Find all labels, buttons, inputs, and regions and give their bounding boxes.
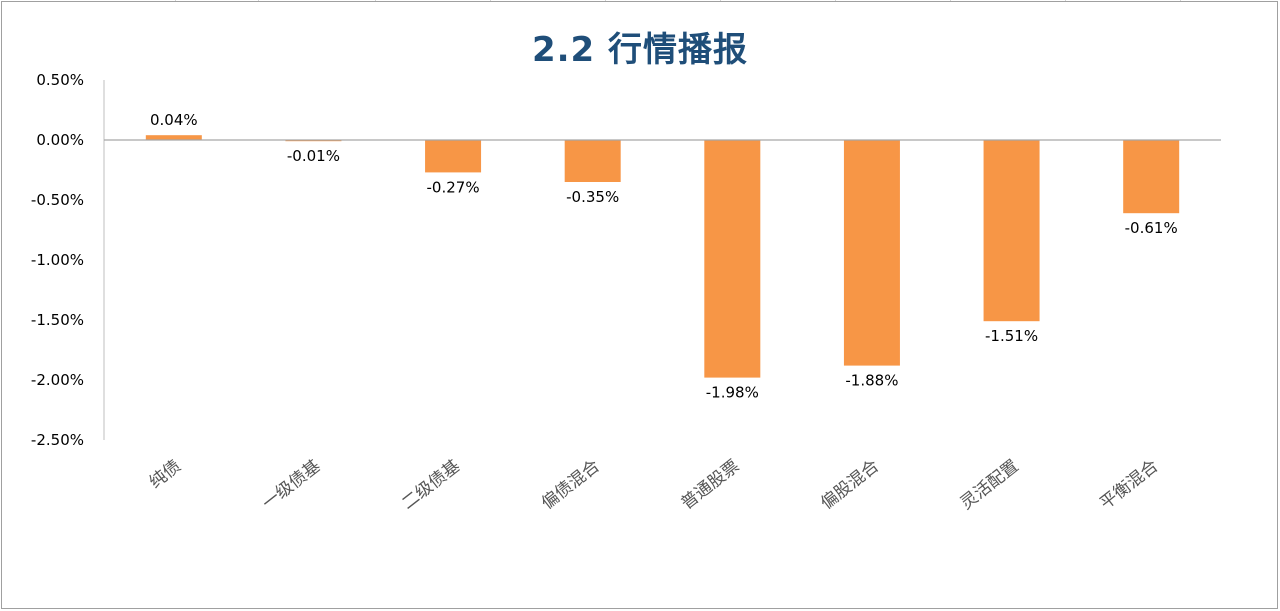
bar [843,140,900,366]
category-label: 二级债基 [398,456,464,514]
bar [564,140,621,182]
category-label: 普通股票 [677,456,743,514]
category-label: 一级债基 [259,456,325,514]
bar [425,140,482,173]
y-tick-label: -2.00% [31,371,84,389]
y-tick-label: 0.50% [36,71,84,89]
data-label: -1.51% [985,327,1038,345]
bars [145,135,1180,378]
data-label: -0.27% [427,178,480,196]
y-tick-label: -0.50% [31,191,84,209]
data-label: -0.61% [1125,219,1178,237]
data-label: -1.98% [706,384,759,402]
category-label: 灵活配置 [957,456,1023,514]
bar [285,140,342,142]
bar [983,140,1040,322]
y-tick-label: -1.50% [31,311,84,329]
data-label: 0.04% [150,111,198,129]
y-tick-label: 0.00% [36,131,84,149]
bar [145,135,202,140]
data-label: -1.88% [845,372,898,390]
category-label: 纯债 [146,456,185,493]
y-tick-label: -1.00% [31,251,84,269]
chart-title: 2.2 行情播报 [531,30,749,70]
bar [1123,140,1180,214]
category-label: 平衡混合 [1096,456,1162,514]
category-labels: 纯债 一级债基 二级债基 偏债混合 普通股票 偏股混合 灵活配置 平衡混合 [146,456,1162,514]
data-label: -0.01% [287,147,340,165]
y-tick-label: -2.50% [31,431,84,449]
category-label: 偏股混合 [817,456,883,514]
category-label: 偏债混合 [538,456,604,514]
y-axis-tick-labels: 0.50% 0.00% -0.50% -1.00% -1.50% -2.00% -2.50% [31,71,84,449]
data-label: -0.35% [566,188,619,206]
data-labels: 0.04% -0.01% -0.27% -0.35% -1.98% -1.88% -1.51… [150,111,1178,401]
bar [704,140,761,378]
